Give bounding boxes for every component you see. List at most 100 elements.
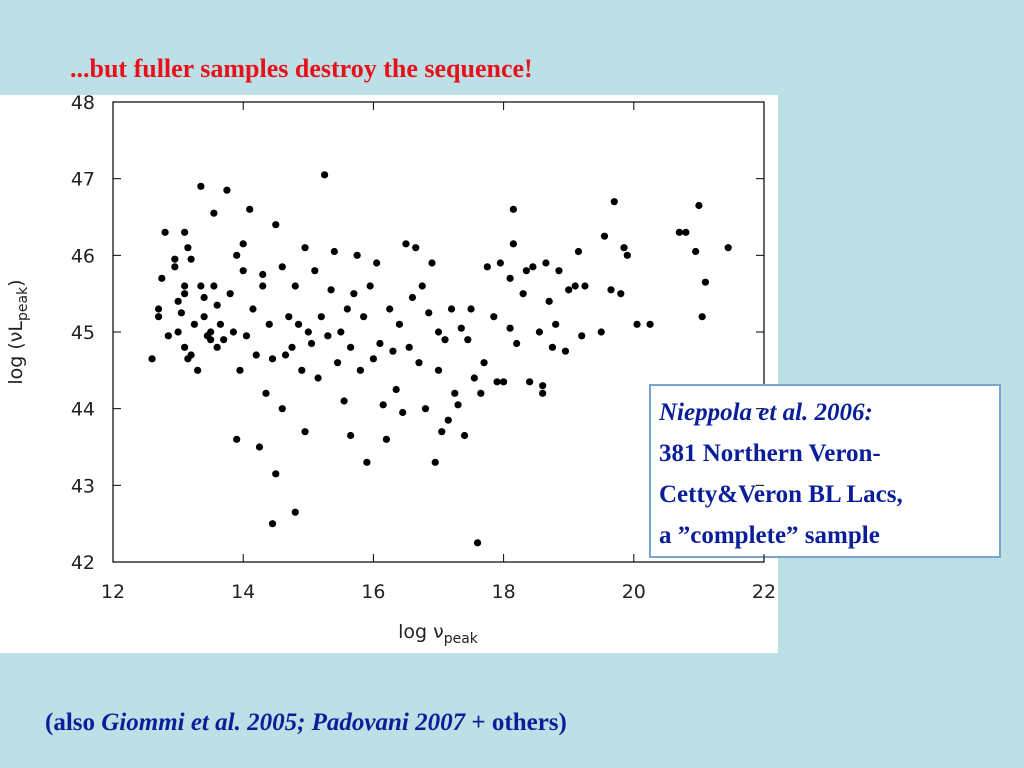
data-point xyxy=(548,343,557,351)
data-point xyxy=(646,320,654,328)
y-label-end: ) xyxy=(5,279,27,286)
data-point xyxy=(181,343,189,351)
data-point xyxy=(418,282,426,290)
data-point xyxy=(233,251,241,259)
data-point xyxy=(483,263,491,271)
data-point xyxy=(239,267,247,275)
data-point xyxy=(236,366,244,374)
data-point xyxy=(291,282,299,290)
data-point xyxy=(382,435,391,443)
data-point xyxy=(262,389,270,397)
chart-area xyxy=(0,95,778,653)
data-point xyxy=(184,244,192,252)
data-point xyxy=(174,297,182,305)
data-point xyxy=(441,336,449,344)
data-point xyxy=(350,290,358,298)
data-point xyxy=(200,313,208,321)
data-point xyxy=(347,343,355,351)
y-tick-label: 42 xyxy=(71,552,95,574)
y-tick-label: 45 xyxy=(71,322,95,344)
annotation-line: a ”complete” sample xyxy=(659,522,880,549)
data-point xyxy=(320,171,329,179)
data-point xyxy=(724,244,732,252)
data-point xyxy=(454,401,462,409)
data-point xyxy=(278,405,286,413)
y-tick-label: 47 xyxy=(71,169,95,191)
data-point xyxy=(337,328,345,336)
data-point xyxy=(480,359,488,367)
data-point xyxy=(340,397,348,405)
data-point xyxy=(464,336,472,344)
x-tick-label: 20 xyxy=(622,581,646,603)
data-point xyxy=(607,286,615,294)
data-point xyxy=(496,259,504,267)
data-point xyxy=(301,244,309,252)
data-point xyxy=(259,282,267,290)
data-point xyxy=(373,259,381,267)
data-point xyxy=(233,435,241,443)
data-point xyxy=(399,408,407,417)
y-tick-label: 43 xyxy=(71,475,95,497)
y-label-sub: peak xyxy=(15,286,31,321)
data-point xyxy=(226,290,234,298)
data-point xyxy=(213,343,221,351)
data-point xyxy=(288,343,296,351)
data-point xyxy=(301,428,309,436)
footer-part: (also xyxy=(45,709,101,736)
data-point xyxy=(272,470,280,478)
data-point xyxy=(386,305,394,313)
data-point xyxy=(438,428,446,436)
data-point xyxy=(190,320,198,328)
y-label-main: log (νL xyxy=(5,321,27,385)
data-point xyxy=(434,328,443,336)
data-point xyxy=(415,359,423,367)
data-point xyxy=(695,201,703,210)
data-point xyxy=(281,351,290,359)
data-point xyxy=(402,240,410,248)
data-point xyxy=(327,286,335,294)
data-point xyxy=(581,282,589,290)
data-point xyxy=(187,351,195,359)
data-point xyxy=(161,228,169,236)
data-point xyxy=(392,385,400,394)
slide-title: ...but fuller samples destroy the sequen… xyxy=(70,54,533,83)
data-point xyxy=(154,305,163,313)
data-point xyxy=(304,328,312,336)
annotation-box xyxy=(649,384,1001,558)
data-point xyxy=(600,232,609,240)
data-point xyxy=(268,520,277,528)
data-point xyxy=(246,205,254,213)
y-tick-label: 48 xyxy=(71,92,95,114)
data-point xyxy=(529,263,537,271)
data-point xyxy=(421,405,430,413)
data-point xyxy=(158,274,166,282)
data-point xyxy=(431,458,439,466)
data-point xyxy=(490,313,498,321)
x-tick-label: 16 xyxy=(361,581,385,603)
data-point xyxy=(210,282,218,290)
annotation: Nieppola et al. 2006: 381 Northern Veron… xyxy=(658,399,903,549)
data-point xyxy=(692,247,700,256)
data-point xyxy=(181,228,189,236)
data-point xyxy=(343,305,351,313)
data-point xyxy=(174,328,182,336)
data-point xyxy=(330,247,338,256)
data-point xyxy=(701,278,710,286)
footer-part: + others) xyxy=(465,709,567,736)
annotation-line: Cetty&Veron BL Lacs, xyxy=(659,481,903,508)
x-tick-label: 14 xyxy=(231,581,255,603)
data-point xyxy=(513,339,521,348)
data-point xyxy=(539,382,547,390)
data-point xyxy=(555,267,563,275)
data-point xyxy=(395,320,404,328)
data-point xyxy=(194,366,202,374)
data-point xyxy=(324,332,332,340)
x-label-main: log ν xyxy=(398,621,444,643)
data-point xyxy=(597,328,605,336)
x-tick-label: 12 xyxy=(101,581,125,603)
data-point xyxy=(181,290,189,298)
data-point xyxy=(620,244,628,252)
data-point xyxy=(610,198,618,206)
